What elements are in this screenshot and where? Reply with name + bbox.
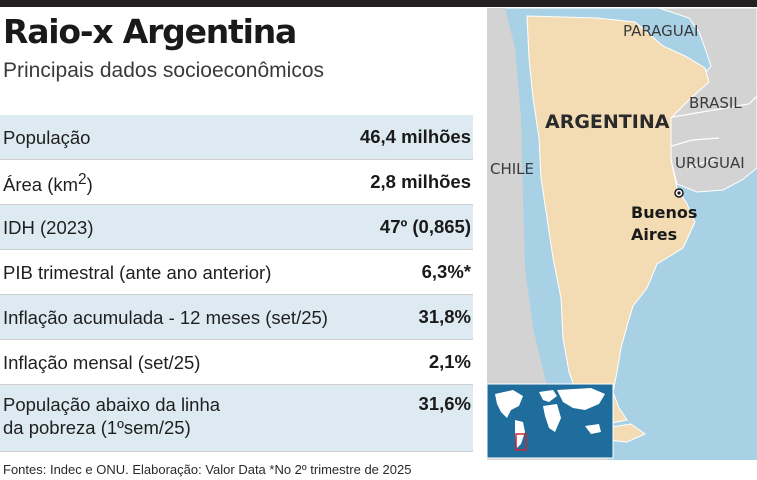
row-value: 47º (0,865) (379, 216, 471, 237)
row-label: Área (km2) (0, 168, 93, 196)
label-chile: CHILE (490, 160, 534, 178)
row-label-text: Área (km (3, 174, 79, 196)
top-rule (0, 0, 757, 7)
argentina-territory (526, 15, 710, 425)
row-value: 31,6% (418, 393, 471, 414)
row-label: População (3, 126, 91, 148)
row-label: IDH (2023) (3, 216, 94, 238)
row-value: 46,4 milhões (359, 126, 471, 147)
row-label-line2: da pobreza (1ºsem/25) (3, 417, 191, 438)
table-row-area: Área (km2) 2,8 milhões (0, 160, 473, 205)
row-label-line1: População abaixo da linha (3, 394, 221, 415)
label-buenos-aires-line2: Aires (631, 225, 677, 244)
table-row-pobreza: População abaixo da linha da pobreza (1º… (0, 385, 473, 452)
page-title: Raio-x Argentina (3, 12, 297, 51)
chile-territory (487, 8, 615, 460)
table-row-populacao: População 46,4 milhões (0, 115, 473, 160)
table-row-inflacao-mensal: Inflação mensal (set/25) 2,1% (0, 340, 473, 385)
data-table: População 46,4 milhões Área (km2) 2,8 mi… (0, 115, 473, 452)
row-label-superscript: 2 (78, 170, 87, 188)
row-label-suffix: ) (86, 174, 93, 196)
border-lines (664, 95, 757, 169)
label-paraguai: PARAGUAI (623, 22, 698, 40)
table-row-inflacao-acumulada: Inflação acumulada - 12 meses (set/25) 3… (0, 295, 473, 340)
label-uruguai: URUGUAI (675, 154, 745, 172)
row-label: PIB trimestral (ante ano anterior) (3, 261, 272, 283)
source-note: Fontes: Indec e ONU. Elaboração: Valor D… (3, 462, 412, 477)
row-label: Inflação acumulada - 12 meses (set/25) (3, 306, 328, 328)
inset-world-map (487, 383, 614, 459)
label-brasil: BRASIL (689, 94, 742, 112)
row-value: 6,3%* (421, 261, 471, 282)
label-argentina: ARGENTINA (545, 111, 670, 133)
table-row-idh: IDH (2023) 47º (0,865) (0, 205, 473, 250)
label-buenos-aires-line1: Buenos (631, 203, 697, 222)
row-value: 31,8% (418, 306, 471, 327)
inset-highlight (515, 433, 527, 451)
row-label: População abaixo da linha da pobreza (1º… (0, 385, 220, 439)
table-row-pib: PIB trimestral (ante ano anterior) 6,3%* (0, 250, 473, 295)
row-label: Inflação mensal (set/25) (3, 351, 201, 373)
row-value: 2,1% (428, 351, 471, 372)
page-subtitle: Principais dados socioeconômicos (3, 59, 324, 82)
map: PARAGUAI BRASIL ARGENTINA CHILE URUGUAI … (487, 8, 757, 460)
row-value: 2,8 milhões (370, 171, 471, 192)
